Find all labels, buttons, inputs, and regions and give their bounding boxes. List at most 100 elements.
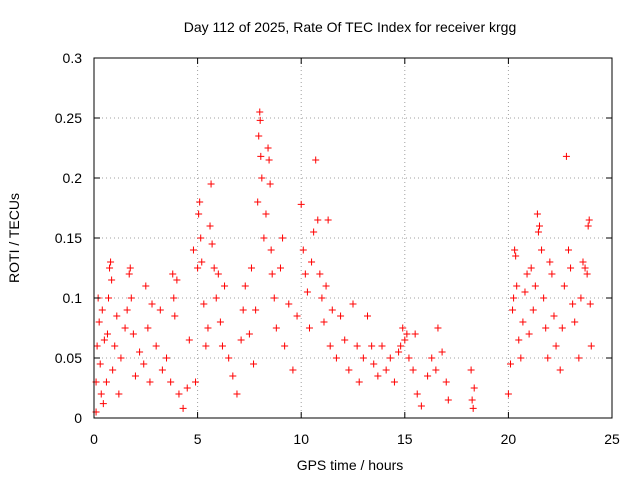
data-point [107, 258, 115, 266]
data-point [148, 300, 156, 308]
data-point [204, 324, 212, 332]
data-point [544, 354, 552, 362]
data-point [521, 288, 529, 296]
data-point [409, 366, 417, 374]
data-point [258, 174, 266, 182]
data-point [575, 354, 583, 362]
data-point [196, 198, 204, 206]
data-point [183, 384, 191, 392]
data-point [527, 264, 535, 272]
data-point [250, 360, 258, 368]
data-point [195, 210, 203, 218]
data-point [378, 342, 386, 350]
data-point [411, 330, 419, 338]
axis-ticks: 0 5 10 15 20 25 0 0.05 0.1 0.15 0.2 0.25 0.3 [55, 50, 620, 447]
data-point [308, 258, 316, 266]
y-tick-label: 0.3 [63, 50, 83, 66]
data-point [276, 264, 284, 272]
data-point [312, 156, 320, 164]
data-point [353, 342, 361, 350]
data-point [550, 312, 558, 320]
data-point [316, 270, 324, 278]
data-point [127, 294, 135, 302]
data-point [403, 330, 411, 338]
data-point [359, 354, 367, 362]
data-point [123, 306, 131, 314]
data-point [399, 324, 407, 332]
data-point [564, 246, 572, 254]
data-point [171, 312, 179, 320]
data-point [424, 372, 432, 380]
data-point [531, 282, 539, 290]
data-point [105, 294, 113, 302]
data-point [152, 342, 160, 350]
data-point [117, 354, 125, 362]
data-point [225, 354, 233, 362]
data-point [314, 216, 322, 224]
data-point [260, 234, 268, 242]
data-point [467, 366, 475, 374]
data-point [245, 330, 253, 338]
data-point [266, 180, 274, 188]
data-point [432, 366, 440, 374]
data-point [218, 342, 226, 350]
data-point [386, 354, 394, 362]
data-point [239, 306, 247, 314]
data-point [341, 336, 349, 344]
data-point [349, 300, 357, 308]
data-point [434, 324, 442, 332]
data-point [584, 222, 592, 230]
data-point [163, 354, 171, 362]
data-point [397, 342, 405, 350]
data-point [108, 276, 116, 284]
data-point [210, 264, 218, 272]
data-point [579, 258, 587, 266]
data-point [468, 396, 476, 404]
data-point [305, 324, 313, 332]
data-point [262, 210, 270, 218]
data-point [129, 330, 137, 338]
data-point [509, 306, 517, 314]
data-point [216, 318, 224, 326]
data-point [121, 324, 129, 332]
data-point [175, 390, 183, 398]
data-point [320, 318, 328, 326]
data-point [268, 270, 276, 278]
data-point [364, 312, 372, 320]
data-point [322, 282, 330, 290]
data-point [265, 156, 273, 164]
data-point [97, 390, 105, 398]
data-point [417, 402, 425, 410]
data-point [542, 324, 550, 332]
data-point [538, 246, 546, 254]
y-tick-label: 0 [74, 410, 82, 426]
data-point [192, 378, 200, 386]
data-point [510, 294, 518, 302]
data-point [301, 270, 309, 278]
data-point [126, 264, 134, 272]
data-point [374, 372, 382, 380]
data-point [382, 366, 390, 374]
data-point [233, 390, 241, 398]
data-point [212, 294, 220, 302]
y-tick-label: 0.15 [55, 230, 82, 246]
data-point [310, 228, 318, 236]
y-axis-label: ROTI / TECUs [6, 193, 22, 283]
data-point [179, 404, 187, 412]
data-point [318, 294, 326, 302]
data-point [558, 324, 566, 332]
data-point [512, 252, 520, 260]
data-point [328, 306, 336, 314]
x-tick-label: 5 [194, 431, 202, 447]
data-point [109, 366, 117, 374]
data-point [189, 246, 197, 254]
y-tick-label: 0.1 [63, 290, 83, 306]
data-point [95, 318, 103, 326]
data-point [293, 312, 301, 320]
data-point [324, 216, 332, 224]
data-point [581, 264, 589, 272]
x-tick-label: 25 [604, 431, 620, 447]
data-point [214, 270, 222, 278]
